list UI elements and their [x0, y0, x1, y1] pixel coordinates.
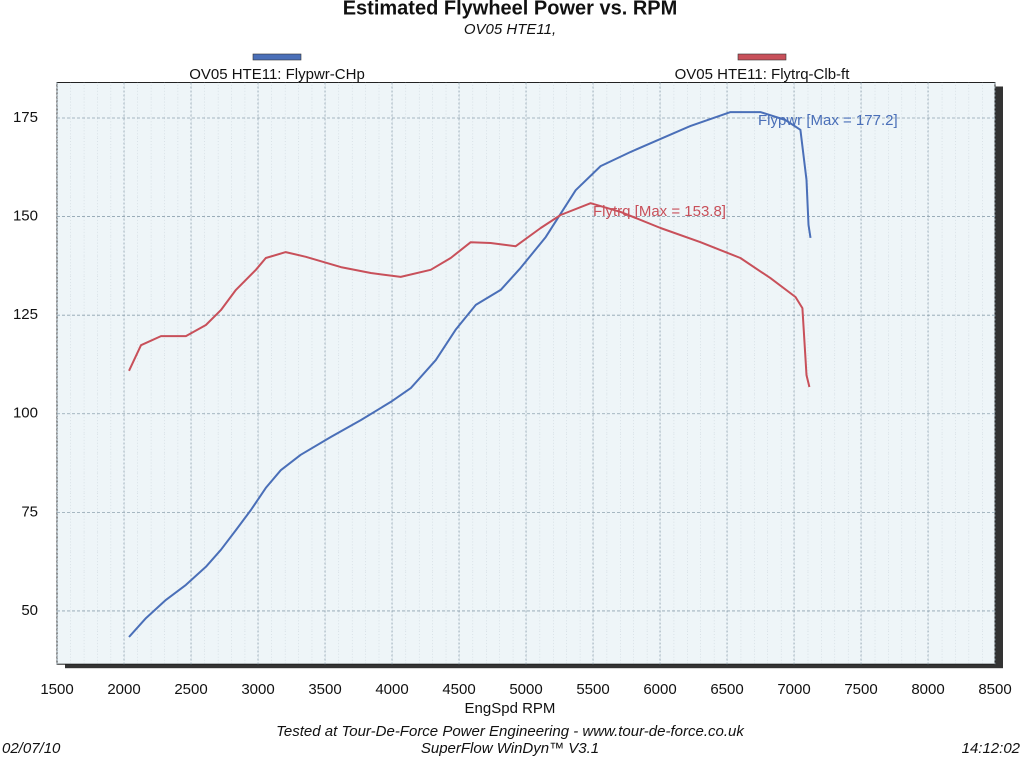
y-tick-label: 50	[21, 602, 38, 619]
y-tick-label: 125	[13, 306, 38, 323]
x-tick-label: 3000	[241, 681, 274, 698]
x-tick-label: 2500	[174, 681, 207, 698]
x-tick-label: 1500	[40, 681, 73, 698]
x-tick-label: 7500	[844, 681, 877, 698]
y-tick-label: 75	[21, 503, 38, 520]
footer-note: SuperFlow WinDyn™ V3.1	[421, 740, 599, 757]
legend-swatch	[252, 53, 302, 61]
x-tick-label: 8000	[911, 681, 944, 698]
x-axis-label: EngSpd RPM	[465, 700, 556, 717]
chart-subtitle: OV05 HTE11,	[464, 21, 556, 38]
x-tick-label: 5000	[509, 681, 542, 698]
x-tick-label: 6500	[710, 681, 743, 698]
legend-label: OV05 HTE11: Flypwr-CHp	[189, 66, 365, 83]
x-tick-label: 4000	[375, 681, 408, 698]
time: 14:12:02	[962, 740, 1021, 757]
annotation: Flypwr [Max = 177.2]	[758, 112, 898, 129]
date: 02/07/10	[2, 740, 61, 757]
x-tick-label: 2000	[107, 681, 140, 698]
legend-label: OV05 HTE11: Flytrq-Clb-ft	[675, 66, 851, 83]
x-tick-label: 6000	[643, 681, 676, 698]
y-tick-label: 150	[13, 208, 38, 225]
footer-note: Tested at Tour-De-Force Power Engineerin…	[276, 723, 745, 740]
y-tick-label: 175	[13, 109, 38, 126]
x-tick-label: 8500	[978, 681, 1011, 698]
x-tick-label: 4500	[442, 681, 475, 698]
series-line	[128, 202, 811, 388]
x-tick-label: 3500	[308, 681, 341, 698]
chart-title: Estimated Flywheel Power vs. RPM	[343, 0, 678, 19]
series-line	[128, 111, 812, 638]
annotation: Flytrq [Max = 153.8]	[593, 203, 726, 220]
y-tick-label: 100	[13, 405, 38, 422]
minor-grid	[57, 82, 995, 665]
x-tick-label: 5500	[576, 681, 609, 698]
legend-swatch	[737, 53, 787, 61]
x-tick-label: 7000	[777, 681, 810, 698]
